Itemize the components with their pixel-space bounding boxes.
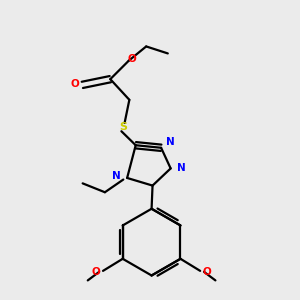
Text: N: N: [177, 164, 186, 173]
Text: O: O: [71, 79, 80, 89]
Text: N: N: [112, 171, 121, 182]
Text: O: O: [203, 267, 212, 277]
Text: O: O: [128, 54, 136, 64]
Text: S: S: [119, 122, 127, 132]
Text: N: N: [166, 137, 175, 147]
Text: O: O: [92, 267, 100, 277]
